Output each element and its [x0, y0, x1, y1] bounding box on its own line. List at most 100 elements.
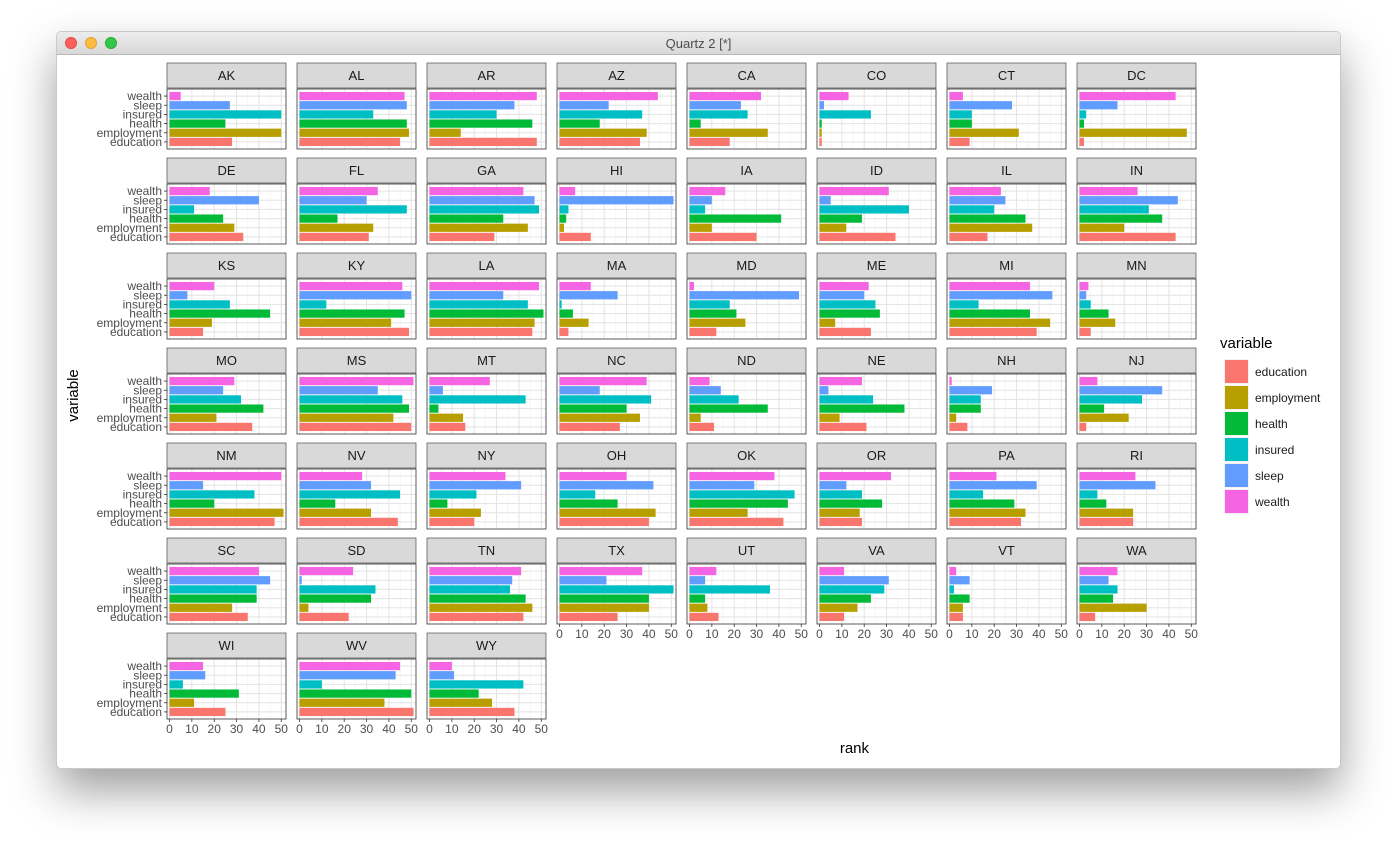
facet-strip	[426, 252, 547, 279]
bar-ia-insured	[689, 205, 706, 214]
bar-nj-health	[1079, 404, 1105, 413]
facet-strip-label: AR	[477, 68, 495, 83]
bar-pa-insured	[949, 490, 984, 499]
bar-az-sleep	[559, 101, 609, 110]
y-tick-label: sleep	[133, 288, 162, 302]
bar-ky-health	[299, 309, 405, 318]
bar-de-sleep	[169, 196, 259, 205]
facet-strip	[426, 442, 547, 469]
x-tick-label: 30	[750, 627, 764, 641]
bar-sd-health	[299, 594, 372, 603]
panel-border	[426, 278, 547, 340]
bar-sc-health	[169, 594, 257, 603]
facet-strip-label: MS	[347, 353, 367, 368]
facet-strip	[1076, 157, 1197, 184]
bar-vt-employment	[949, 603, 963, 612]
facet-panel-me: ME	[816, 252, 937, 340]
bar-ca-employment	[689, 128, 768, 137]
bar-me-wealth	[819, 281, 869, 291]
facet-panel-tn: TN	[426, 537, 547, 625]
y-axis-title: variable	[65, 369, 82, 422]
facet-strip	[946, 62, 1067, 89]
y-tick-label: insured	[123, 582, 162, 596]
bar-ok-employment	[689, 508, 748, 517]
minimize-button[interactable]	[85, 37, 97, 49]
facet-strip-label: TN	[478, 543, 495, 558]
panel-border	[426, 88, 547, 150]
x-tick-label: 50	[1185, 627, 1199, 641]
bar-ut-wealth	[689, 566, 717, 576]
bar-va-insured	[819, 585, 885, 594]
bar-nh-insured	[949, 395, 981, 404]
x-tick-label: 40	[252, 722, 266, 736]
y-tick-label: sleep	[133, 573, 162, 587]
facet-panel-fl: FL	[296, 157, 417, 245]
y-tick-label: health	[129, 117, 162, 131]
bar-tn-employment	[429, 603, 533, 612]
bar-ar-employment	[429, 128, 461, 137]
bar-ky-employment	[299, 318, 392, 327]
bar-nc-education	[559, 422, 620, 432]
legend-label-health: health	[1255, 417, 1288, 431]
x-tick-label: 50	[535, 722, 549, 736]
bar-il-insured	[949, 205, 995, 214]
facet-strip-label: CO	[867, 68, 887, 83]
facet-strip	[816, 252, 937, 279]
panel-border	[296, 563, 417, 625]
panel-border	[556, 183, 677, 245]
bar-la-insured	[429, 300, 528, 309]
panel-border	[946, 468, 1067, 530]
panel-border	[1076, 563, 1197, 625]
bar-mi-health	[949, 309, 1030, 318]
bar-mo-wealth	[169, 376, 235, 386]
bar-ia-employment	[689, 223, 712, 232]
facet-strip	[556, 62, 677, 89]
x-tick-label: 40	[382, 722, 396, 736]
bar-nj-education	[1079, 422, 1087, 432]
y-tick-label: wealth	[126, 279, 162, 293]
x-tick-label: 0	[166, 722, 173, 736]
bar-nd-insured	[689, 395, 739, 404]
bar-ut-education	[689, 612, 719, 622]
bar-in-wealth	[1079, 186, 1138, 196]
bar-ne-education	[819, 422, 867, 432]
bar-va-employment	[819, 603, 858, 612]
facet-strip	[296, 632, 417, 659]
bar-fl-employment	[299, 223, 374, 232]
facet-panel-sc: SC educationemploymenthealthinsuredsleepw…	[97, 537, 287, 625]
panel-border	[1076, 278, 1197, 340]
x-tick-label: 10	[1095, 627, 1109, 641]
x-tick-label: 0	[556, 627, 563, 641]
facet-panel-ca: CA	[686, 62, 807, 150]
panel-border	[816, 88, 937, 150]
facet-panel-mi: MI	[946, 252, 1067, 340]
facet-panel-va: VA 0 10 20 30 40 50	[816, 537, 938, 641]
facet-strip	[816, 442, 937, 469]
bar-ky-education	[299, 327, 410, 337]
x-tick-label: 20	[858, 627, 872, 641]
title-bar[interactable]: Quartz 2 [*]	[57, 32, 1340, 55]
bar-nj-wealth	[1079, 376, 1098, 386]
bar-ga-insured	[429, 205, 540, 214]
close-button[interactable]	[65, 37, 77, 49]
zoom-button[interactable]	[105, 37, 117, 49]
facet-panel-ok: OK	[686, 442, 807, 530]
facet-panel-nd: ND	[686, 347, 807, 435]
facet-strip-label: CT	[998, 68, 1015, 83]
bar-mi-employment	[949, 318, 1051, 327]
bar-ks-sleep	[169, 291, 188, 300]
x-tick-label: 10	[575, 627, 589, 641]
bar-wa-education	[1079, 612, 1096, 622]
window-title: Quartz 2 [*]	[665, 36, 732, 51]
facet-strip-label: IA	[740, 163, 753, 178]
facet-strip	[1076, 537, 1197, 564]
x-tick-label: 40	[1162, 627, 1176, 641]
bar-dc-employment	[1079, 128, 1187, 137]
y-tick-label: employment	[97, 411, 163, 425]
facet-panel-ny: NY	[426, 442, 547, 530]
facet-strip-label: RI	[1130, 448, 1143, 463]
bar-me-education	[819, 327, 871, 337]
facet-strip	[426, 347, 547, 374]
bar-sc-sleep	[169, 576, 271, 585]
facet-strip-label: VA	[868, 543, 885, 558]
